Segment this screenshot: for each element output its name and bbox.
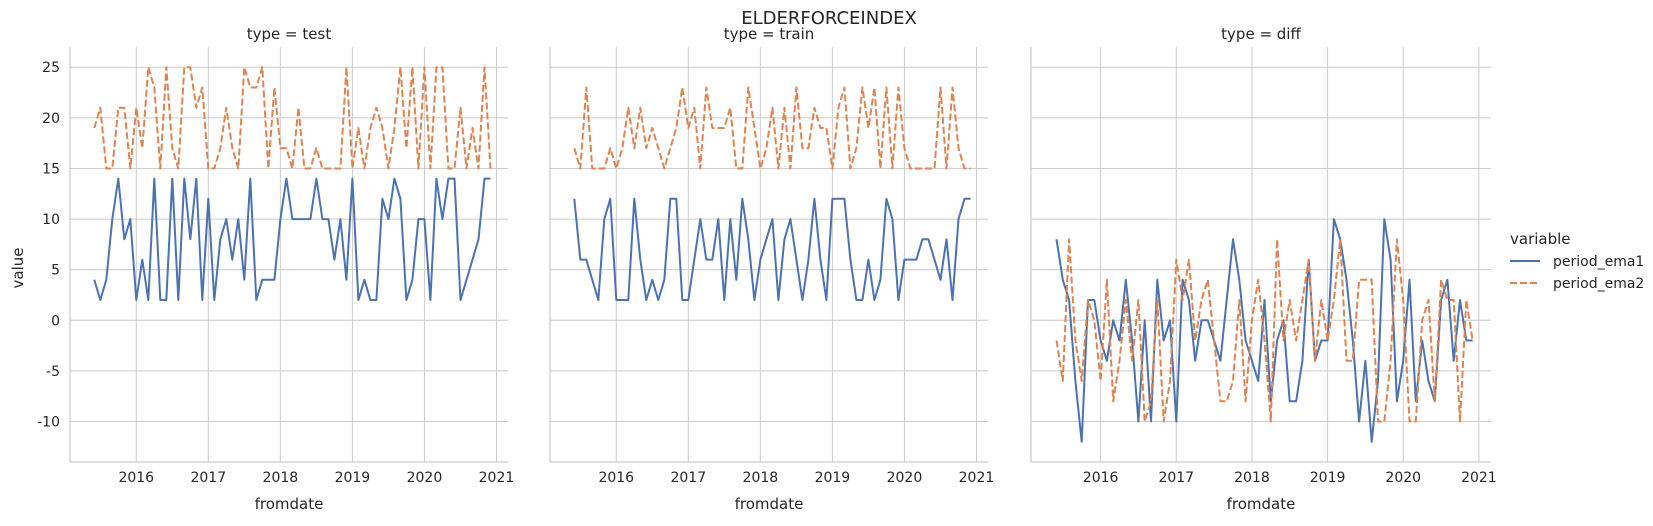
x-tick-label: 2019 [1310,470,1346,486]
facet-title: type = diff [1221,25,1301,43]
x-axis-label: fromdate [735,495,804,513]
series-line-period-ema1 [573,197,971,301]
legend-entry: period_ema1 [1510,254,1644,270]
y-tick-label: 25 [42,60,60,76]
x-tick-label: 2018 [1234,470,1270,486]
x-tick-label: 2018 [263,470,299,486]
x-tick-label: 2017 [190,470,226,486]
legend-title: variable [1510,230,1571,248]
facet-title: type = train [724,25,815,43]
legend-entry: period_ema2 [1510,276,1644,292]
x-tick-label: 2017 [1158,470,1194,486]
y-tick-label: -5 [46,364,60,380]
x-tick-label: 2019 [815,470,851,486]
y-tick-label: 20 [42,111,60,127]
y-tick-label: 5 [51,263,60,279]
facets: 2016 2017 2018 2019 2020 2021 -10 -5 0 5 10 15 20 25 t… [37,25,1497,513]
facet-panel: 2016 2017 2018 2019 2020 2021 type = train from… [549,25,995,513]
x-tick-label: 2016 [1083,470,1119,486]
x-tick-label: 2020 [1385,470,1421,486]
x-tick-label: 2021 [479,470,515,486]
legend-label: period_ema2 [1553,276,1644,292]
x-tick-label: 2019 [335,470,371,486]
series-line-period-ema2 [93,66,492,170]
facet-title: type = test [247,25,332,43]
x-tick-label: 2021 [1461,470,1497,486]
x-tick-label: 2016 [598,470,634,486]
x-tick-label: 2021 [959,470,995,486]
y-tick-label: -10 [37,415,60,431]
x-axis-label: fromdate [255,495,324,513]
facet-panel: 2016 2017 2018 2019 2020 2021 -10 -5 0 5 10 15 20 25 t… [37,25,514,513]
series-line-period-ema1 [93,177,491,301]
series-line-period-ema2 [573,86,971,170]
y-axis-label: value [9,248,27,289]
y-tick-label: 10 [42,212,60,228]
x-tick-label: 2020 [407,470,443,486]
y-tick-label: 0 [51,313,60,329]
series-line-period-ema1 [1055,218,1473,443]
series-line-period-ema2 [1055,238,1474,423]
facet-panel: 2016 2017 2018 2019 2020 2021 type = diff fromd… [1030,25,1497,513]
legend-label: period_ema1 [1553,254,1644,270]
y-tick-label: 15 [42,161,60,177]
x-axis-label: fromdate [1227,495,1296,513]
chart-title: ELDERFORCEINDEX [741,8,917,29]
legend: variable period_ema1 period_ema2 [1510,230,1644,292]
x-tick-label: 2016 [118,470,154,486]
x-tick-label: 2020 [887,470,923,486]
x-tick-label: 2017 [670,470,706,486]
x-tick-label: 2018 [743,470,779,486]
